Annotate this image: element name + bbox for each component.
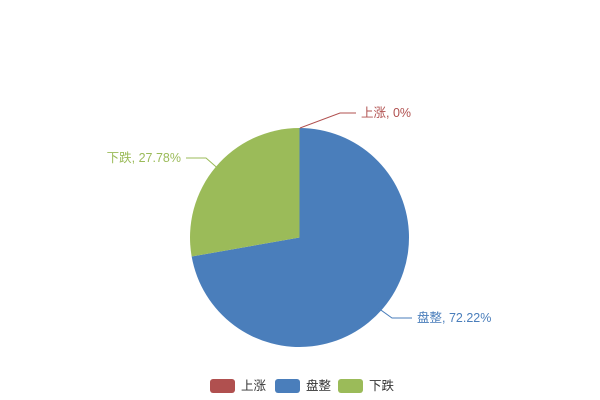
leader-line-xiadie (186, 157, 223, 173)
pie-slices (190, 128, 410, 347)
leader-line-panzheng (377, 307, 412, 319)
leader-lines (186, 112, 412, 319)
legend-swatch-shangzhang (210, 379, 235, 393)
pie-label-panzheng: 盘整, 72.22% (417, 310, 491, 325)
pie-label-xiadie: 下跌, 27.78% (107, 150, 181, 165)
legend-label-panzheng: 盘整 (306, 378, 332, 393)
pie-slice-panzheng[interactable] (191, 128, 410, 347)
legend-swatch-xiadie (338, 379, 363, 393)
legend-label-shangzhang: 上涨 (241, 378, 267, 393)
legend-item-shangzhang[interactable]: 上涨 (210, 378, 267, 393)
chart-legend: 上涨 盘整 下跌 (210, 378, 395, 393)
leader-line-shangzhang (299, 112, 356, 129)
pie-slice-labels: 上涨, 0% 盘整, 72.22% 下跌, 27.78% (107, 105, 492, 325)
pie-label-shangzhang: 上涨, 0% (361, 105, 411, 120)
legend-item-panzheng[interactable]: 盘整 (275, 378, 332, 393)
pie-slice-xiadie[interactable] (190, 128, 300, 257)
legend-label-xiadie: 下跌 (369, 378, 395, 393)
legend-swatch-panzheng (275, 379, 300, 393)
legend-item-xiadie[interactable]: 下跌 (338, 378, 395, 393)
